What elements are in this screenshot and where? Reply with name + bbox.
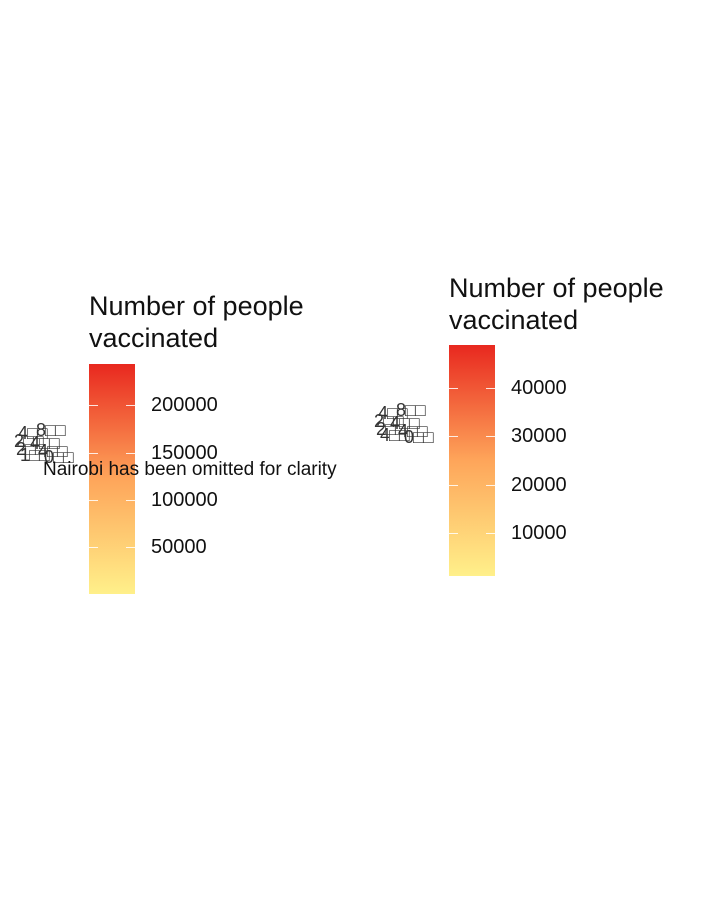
tick-label: 30000 <box>511 425 567 447</box>
map-region-label: 0□□ <box>44 447 74 467</box>
legend-title-line-2: vaccinated <box>449 305 579 335</box>
map-region-label: 2□□ <box>374 411 404 431</box>
tick-mark <box>126 547 135 548</box>
tick-mark <box>89 500 98 501</box>
tick-label: 10000 <box>511 522 567 544</box>
map-region-label: 4□□ <box>378 403 408 423</box>
map-region-label: 1□□ <box>20 445 50 465</box>
tick-mark <box>449 533 458 534</box>
tick-mark <box>449 485 458 486</box>
map-region-label: 4□□ <box>30 433 60 453</box>
tick-mark <box>486 485 495 486</box>
tick-mark <box>126 405 135 406</box>
legend-title-line-1: Number of people <box>449 273 664 303</box>
tick-mark <box>89 453 98 454</box>
legend-title: Number of people vaccinated <box>449 272 664 336</box>
map-region-label: 4□□ <box>398 421 428 441</box>
map-region-label: 2□□ <box>376 419 406 439</box>
tick-mark <box>486 533 495 534</box>
tick-mark <box>89 547 98 548</box>
map-region-label: 4□□ <box>18 423 48 443</box>
map-region-label: 0□□ <box>404 427 434 447</box>
tick-mark <box>486 436 495 437</box>
tick-label: 20000 <box>511 474 567 496</box>
tick-label: 200000 <box>151 394 218 416</box>
tick-label: 150000 <box>151 442 218 464</box>
chart-annotation: Nairobi has been omitted for clarity <box>43 459 337 480</box>
tick-label: 100000 <box>151 489 218 511</box>
legend-title-line-2: vaccinated <box>89 323 219 353</box>
map-region-label: 2□□ <box>16 439 46 459</box>
tick-mark <box>126 453 135 454</box>
tick-label: 50000 <box>151 536 207 558</box>
tick-mark <box>126 500 135 501</box>
legend-title: Number of people vaccinated <box>89 290 304 354</box>
legend-title-line-1: Number of people <box>89 291 304 321</box>
color-scale-bar <box>89 364 135 594</box>
tick-mark <box>486 388 495 389</box>
tick-mark <box>89 405 98 406</box>
map-region-label: 4□□ <box>38 441 68 461</box>
tick-mark <box>449 436 458 437</box>
map-region-label: 2□□ <box>14 431 44 451</box>
color-scale-bar <box>449 345 495 576</box>
tick-mark <box>449 388 458 389</box>
map-region-label: 4□□ <box>390 413 420 433</box>
tick-label: 40000 <box>511 377 567 399</box>
map-region-label: 4□□ <box>380 425 410 445</box>
map-region-label: 8□□ <box>36 420 66 440</box>
map-region-label: 8□□ <box>396 400 426 420</box>
